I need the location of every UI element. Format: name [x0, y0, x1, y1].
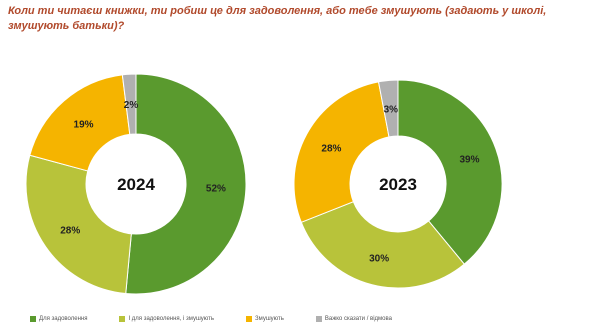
donut-charts: 52% 28% 19% 2% 2024 39% 30% 28% 3% 2023 — [25, 73, 503, 295]
slice-label-2023-forced: 28% — [321, 143, 341, 154]
donut-center-year: 2023 — [379, 175, 417, 194]
legend-label: Важко сказати / відмова — [324, 316, 392, 322]
donut-chart-2023: 39% 30% 28% 3% 2023 — [293, 79, 503, 289]
slice-2024-pleasure — [125, 73, 247, 295]
slice-2023-pleasure — [397, 79, 503, 265]
slice-2023-pleasure_and_forced — [300, 201, 465, 289]
legend-swatch — [119, 316, 126, 322]
donut-center-year: 2024 — [117, 175, 155, 194]
slice-label-2024-pleasure: 52% — [206, 184, 226, 195]
slice-2024-pleasure_and_forced — [25, 154, 132, 295]
donut-chart-2024: 52% 28% 19% 2% 2024 — [25, 73, 247, 295]
legend-item-pleasure_and_forced: І для задоволення, і змушують — [119, 316, 214, 322]
slice-label-2024-forced: 19% — [74, 120, 94, 131]
legend-item-pleasure: Для задоволення — [30, 316, 87, 322]
slice-label-2023-pleasure_and_forced: 30% — [369, 254, 389, 265]
survey-question: Коли ти читаєш книжки, ти робиш це для з… — [8, 5, 547, 32]
legend-label: Для задоволення — [39, 316, 88, 322]
legend-swatch — [30, 316, 36, 322]
slice-label-2024-hard_to_say: 2% — [124, 100, 139, 111]
slice-label-2023-pleasure: 39% — [459, 154, 479, 165]
slice-2024-hard_to_say — [121, 73, 137, 135]
legend-swatch — [246, 316, 253, 322]
legend-item-forced: Змушують — [246, 316, 284, 322]
slice-2023-forced — [293, 81, 390, 223]
legend: Для задоволення І для задоволення, і змуш… — [30, 316, 590, 322]
legend-item-hard_to_say: Важко сказати / відмова — [315, 316, 392, 322]
slice-2023-hard_to_say — [377, 79, 399, 138]
slice-label-2024-pleasure_and_forced: 28% — [60, 226, 80, 237]
legend-label: Змушують — [255, 316, 284, 322]
slice-label-2023-hard_to_say: 3% — [384, 104, 399, 115]
legend-label: І для задоволення, і змушують — [128, 316, 215, 322]
legend-swatch — [315, 316, 322, 322]
